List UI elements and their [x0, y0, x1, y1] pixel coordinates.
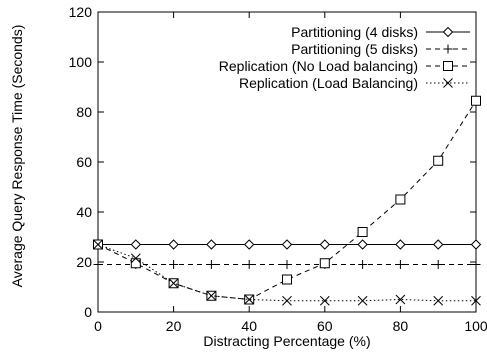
series-4-point [244, 294, 255, 305]
legend-marker [442, 26, 454, 38]
series-1-point [357, 239, 368, 250]
series-2-point [395, 260, 405, 269]
legend-marker-b [443, 78, 453, 88]
x-tick-label: 100 [464, 318, 487, 334]
series-3-point [357, 227, 368, 237]
series-4-point-b [244, 294, 255, 305]
series-2-point [471, 260, 481, 269]
series-4-point [168, 278, 179, 289]
x-tick-label: 40 [241, 318, 257, 334]
series-4-point-b [471, 295, 481, 306]
x-tick-label: 20 [166, 318, 182, 334]
series-4-point-b [130, 253, 141, 264]
series-1-point [432, 239, 444, 250]
series-3-point [471, 95, 481, 106]
series-2-point [206, 260, 216, 269]
series-2-point [169, 260, 179, 269]
legend-marker [443, 61, 453, 71]
series-3-point [282, 274, 292, 285]
y-tick-label: 20 [76, 254, 92, 270]
series-4-point-b [395, 294, 406, 305]
legend-label: Partitioning (4 disks) [291, 24, 418, 40]
y-axis: 0 20 40 60 80 100 120 [69, 4, 476, 320]
series-1-point [130, 239, 142, 250]
series-1 [92, 239, 482, 250]
series-1-point [168, 239, 179, 250]
series-4 [93, 239, 481, 306]
series-4-point-b [93, 239, 103, 250]
series-2-point [244, 260, 254, 269]
series-2-point [93, 260, 103, 269]
legend-item: Replication (No Load balancing) [219, 58, 470, 74]
series-3-point [319, 258, 330, 269]
series-1-point [243, 239, 255, 250]
legend-label: Replication (No Load balancing) [219, 58, 418, 74]
series-4-point [206, 290, 217, 301]
series-4-point-b [319, 295, 330, 306]
legend-item: Replication (Load Balancing) [239, 75, 470, 91]
y-tick-label: 0 [84, 304, 92, 320]
series-2-point [433, 260, 443, 269]
series-4-point [282, 295, 292, 306]
series-4-point [471, 295, 481, 306]
series-4-point [395, 294, 406, 305]
series-4-point-b [357, 295, 368, 306]
series-layer [92, 95, 482, 306]
series-3-point [395, 194, 406, 205]
series-4-point [319, 295, 330, 306]
series-3-point [130, 258, 141, 269]
series-4-line [97, 244, 476, 302]
series-4-point-b [206, 290, 217, 301]
series-2-point [282, 260, 292, 269]
series-4-point-b [168, 278, 179, 289]
series-4-point-b [433, 295, 444, 306]
series-4-point [433, 295, 444, 306]
series-1-point [281, 239, 293, 250]
legend: Partitioning (4 disks)Partitioning (5 di… [219, 24, 470, 91]
x-axis-title: Distracting Percentage (%) [203, 333, 370, 349]
legend-marker [443, 78, 453, 88]
x-tick-label: 0 [94, 318, 102, 334]
legend-item: Partitioning (5 disks) [291, 41, 470, 57]
series-1-point [319, 239, 331, 250]
series-3-point [433, 155, 444, 166]
series-4-point [357, 295, 368, 306]
x-axis: 0 20 40 60 80 100 [94, 12, 487, 334]
y-tick-label: 120 [69, 4, 93, 20]
series-4-point-b [282, 295, 292, 306]
legend-label: Partitioning (5 disks) [291, 41, 418, 57]
y-tick-label: 80 [76, 104, 92, 120]
series-2-point [358, 260, 368, 269]
series-1-point [470, 239, 482, 250]
legend-label: Replication (Load Balancing) [239, 75, 418, 91]
y-tick-label: 60 [76, 154, 92, 170]
legend-item: Partitioning (4 disks) [291, 24, 470, 40]
legend-marker [443, 44, 453, 54]
series-4-point [93, 239, 103, 250]
series-1-point [206, 239, 217, 250]
series-4-point [130, 253, 141, 264]
series-3 [93, 95, 481, 305]
series-1-point [395, 239, 406, 250]
series-3-line [97, 100, 477, 301]
series-2 [93, 260, 481, 269]
x-tick-label: 80 [393, 318, 409, 334]
y-tick-label: 40 [76, 204, 92, 220]
y-tick-label: 100 [69, 54, 93, 70]
x-tick-label: 60 [317, 318, 333, 334]
y-axis-title: Average Query Response Time (Seconds) [9, 25, 25, 288]
